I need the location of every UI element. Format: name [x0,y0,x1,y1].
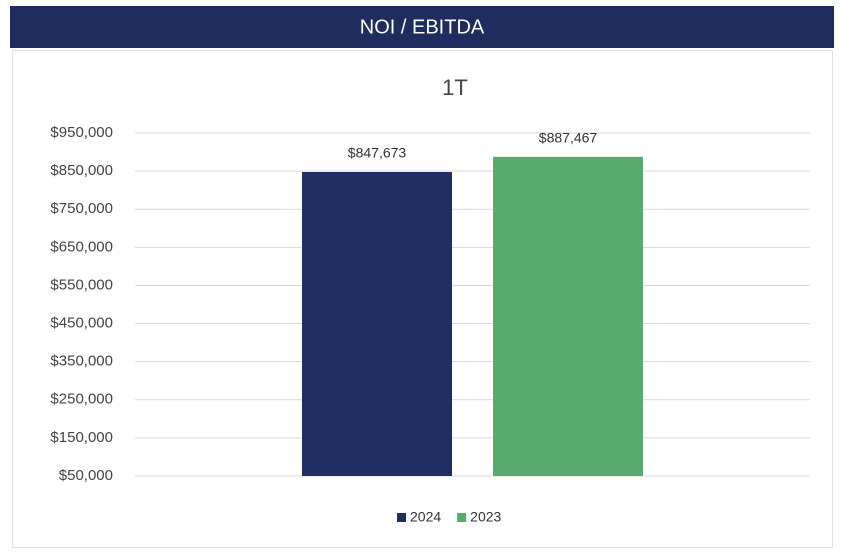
header-band [10,6,834,48]
y-tick-label: $50,000 [59,467,113,484]
value-label: $847,673 [348,145,407,161]
bar [493,156,643,476]
y-tick-label: $350,000 [50,353,113,370]
y-tick-label: $550,000 [50,276,113,293]
legend-swatch [457,513,467,522]
header-title: NOI / EBITDA [360,16,485,38]
legend-label: 2023 [470,509,501,525]
y-tick-label: $950,000 [50,124,113,141]
value-label: $887,467 [539,130,598,146]
legend-label: 2024 [410,509,441,525]
y-tick-label: $250,000 [50,391,113,408]
y-tick-label: $450,000 [50,315,113,332]
y-tick-label: $650,000 [50,238,113,255]
y-tick-label: $150,000 [50,429,113,446]
y-tick-label: $750,000 [50,200,113,217]
bar [302,171,452,476]
legend-swatch [397,513,406,522]
chart-title: 1T [442,75,468,100]
y-tick-label: $850,000 [50,162,113,179]
